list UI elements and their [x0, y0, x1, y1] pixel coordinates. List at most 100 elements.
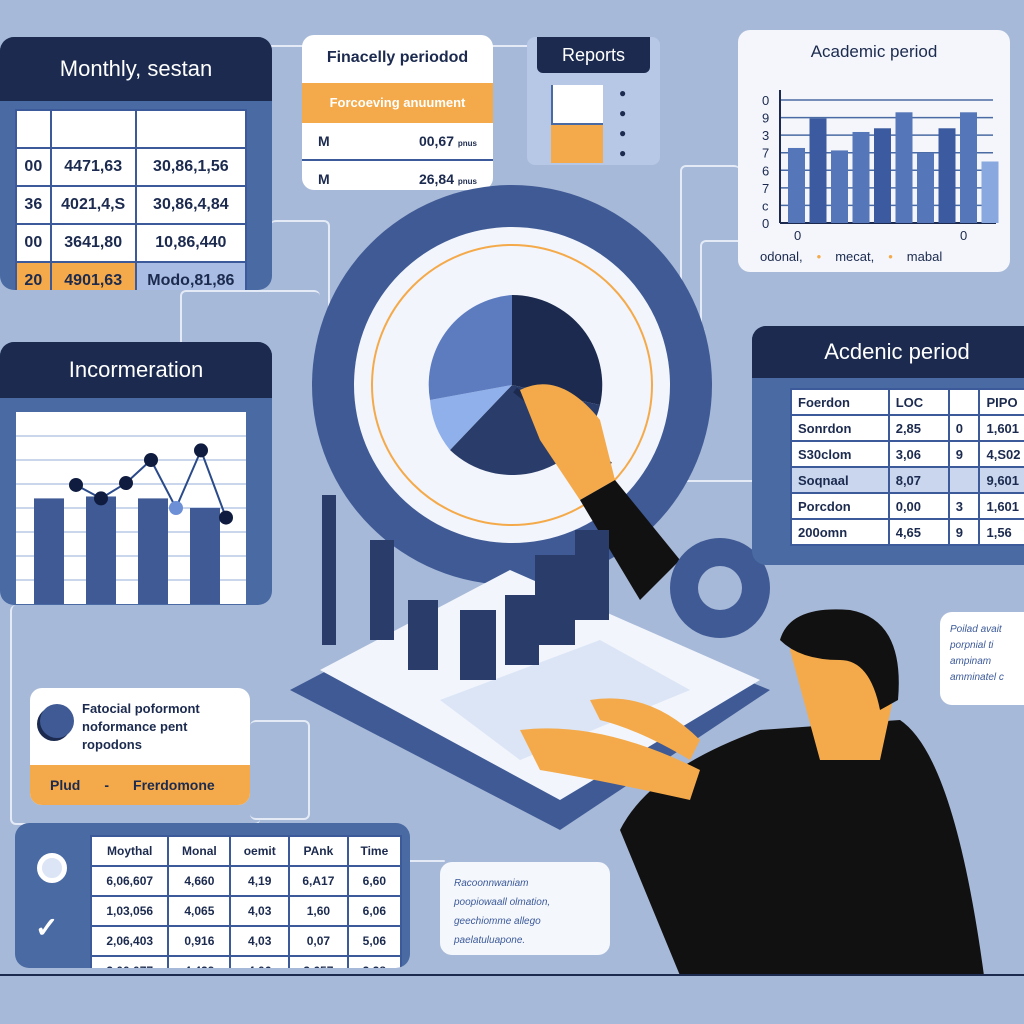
cell: 0,916 — [167, 925, 232, 957]
cell: 36 — [15, 185, 52, 225]
reports-orange-block — [551, 125, 603, 163]
cell: 30,86,4,84 — [134, 185, 248, 225]
bottom-table-panel: ✓ Moythal Monal oemit PAnk Time 6,06,607 4,66… — [15, 823, 410, 968]
header-cell: oemit — [229, 835, 291, 867]
chart-legend: odonal, • mecat, • mabal — [760, 249, 943, 264]
table-row: 00 3641,80 10,86,440 — [15, 223, 248, 263]
row-unit: pnus — [457, 139, 477, 148]
cell: Modo,81,86 — [134, 261, 248, 290]
cell: 6,A17 — [288, 865, 349, 897]
connector — [680, 165, 740, 295]
band-right: Frerdomone — [133, 777, 215, 793]
performance-band: Plud - Frerdomone — [30, 765, 250, 805]
cell: 10,86,440 — [134, 223, 248, 263]
y-tick-label: c — [762, 198, 769, 213]
cell: 1,03,056 — [89, 895, 170, 927]
cell: 2,00,077 — [89, 955, 170, 968]
financial-row: M 26,84 pnus — [302, 161, 493, 190]
cell: S30clom — [790, 440, 890, 468]
text-line: noformance pent — [82, 719, 188, 734]
check-icon[interactable]: ✓ — [35, 912, 59, 943]
performance-icon — [40, 704, 74, 738]
data-point — [169, 501, 183, 515]
note-line: Poilad avait — [950, 624, 1002, 635]
x-tick-label: 0 — [960, 228, 967, 243]
cell: Sonrdon — [790, 414, 890, 442]
monthly-panel: Monthly, sestan 00 4471,63 30,86,1,56 36 40… — [0, 37, 272, 290]
cell: 1,601 — [978, 492, 1024, 520]
bar — [138, 498, 168, 604]
academic-panel: Acdenic period Foerdon LOC PIPO Sonrdon 2,8… — [752, 326, 1024, 565]
cell: 1,60 — [288, 895, 349, 927]
data-point — [69, 477, 83, 492]
bar — [788, 147, 805, 223]
cell: 9,601 — [978, 466, 1024, 494]
cell: 9 — [947, 440, 981, 468]
data-point — [144, 453, 158, 467]
cell: 4,660 — [167, 865, 232, 897]
connector — [490, 45, 530, 47]
table-row: Porcdon 0,00 3 1,601 — [790, 492, 1024, 520]
table-header: Foerdon LOC PIPO — [790, 388, 1024, 416]
performance-card: Fatocial poformont noformance pent ropod… — [30, 688, 250, 805]
bar — [895, 112, 913, 223]
note-line: geechiomme allego — [454, 916, 541, 927]
table-row-highlighted: 20 4901,63 Modo,81,86 — [15, 261, 248, 290]
cell: 4,S02 — [978, 440, 1024, 468]
bar — [852, 131, 870, 223]
data-point — [219, 510, 233, 525]
header-cell: Monal — [167, 835, 232, 867]
connector — [180, 290, 320, 350]
cell — [947, 466, 981, 494]
monthly-panel-title: Monthly, sestan — [0, 37, 272, 101]
note-line: ampinam — [950, 656, 992, 667]
note-line: porpnial ti — [950, 640, 994, 651]
y-tick-label: 0 — [762, 216, 769, 231]
reports-card: Reports ● ● ● ● — [527, 37, 660, 165]
cell: 4,03 — [229, 925, 291, 957]
cell: 4,06 — [229, 955, 291, 968]
cell: 6,60 — [346, 865, 403, 897]
chart-title: Academic period — [810, 42, 938, 61]
bar — [874, 128, 891, 223]
reports-title: Reports — [537, 37, 650, 73]
row-value: 26,84 — [418, 171, 454, 187]
header-cell: PAnk — [288, 835, 349, 867]
bar — [34, 498, 64, 604]
cell: 2,85 — [887, 414, 950, 442]
row-unit: pnus — [457, 177, 477, 186]
info-panel: Incormeration — [0, 342, 272, 605]
financial-card-band: Forcoeving anuument — [302, 83, 493, 123]
financial-row: M 00,67 pnus — [302, 123, 493, 161]
note-line: paelatuluapone. — [454, 935, 526, 946]
academic-bar-chart: 0 9 3 7 6 7 c 0 0 0 — [762, 90, 999, 243]
academic-panel-title: Acdenic period — [752, 326, 1024, 378]
bar — [981, 161, 999, 223]
header-cell: Time — [346, 835, 403, 867]
note-card: Racoonnwaniam poopiowaall olmation, geec… — [440, 862, 610, 955]
table-row: 36 4021,4,S 30,86,4,84 — [15, 185, 248, 225]
table-header: Moythal Monal oemit PAnk Time — [89, 835, 403, 867]
cell: 6,06,607 — [89, 865, 170, 897]
row-value: 00,67 — [418, 133, 454, 149]
table-row: 2,00,0774,4294,063,6573,28 — [89, 955, 403, 968]
header-cell: Foerdon — [790, 388, 890, 416]
x-tick-label: 0 — [794, 228, 801, 243]
row-label: M — [318, 133, 330, 149]
connector — [250, 720, 310, 820]
bar — [831, 150, 848, 223]
cell: 8,07 — [887, 466, 950, 494]
radio-button[interactable] — [37, 853, 67, 883]
cell: 2,06,403 — [89, 925, 170, 957]
cell: 3641,80 — [49, 223, 137, 263]
cell: 3 — [947, 492, 981, 520]
reports-list-dots: ● ● ● ● — [619, 86, 627, 160]
cell: Porcdon — [790, 492, 890, 520]
cell: 30,86,1,56 — [134, 147, 248, 187]
connector — [270, 45, 310, 47]
orange-ring — [371, 244, 653, 526]
header-cell: Moythal — [89, 835, 170, 867]
financial-period-card: Finacelly periodod Forcoeving anuument M… — [302, 35, 493, 190]
cell: 00 — [15, 147, 52, 187]
